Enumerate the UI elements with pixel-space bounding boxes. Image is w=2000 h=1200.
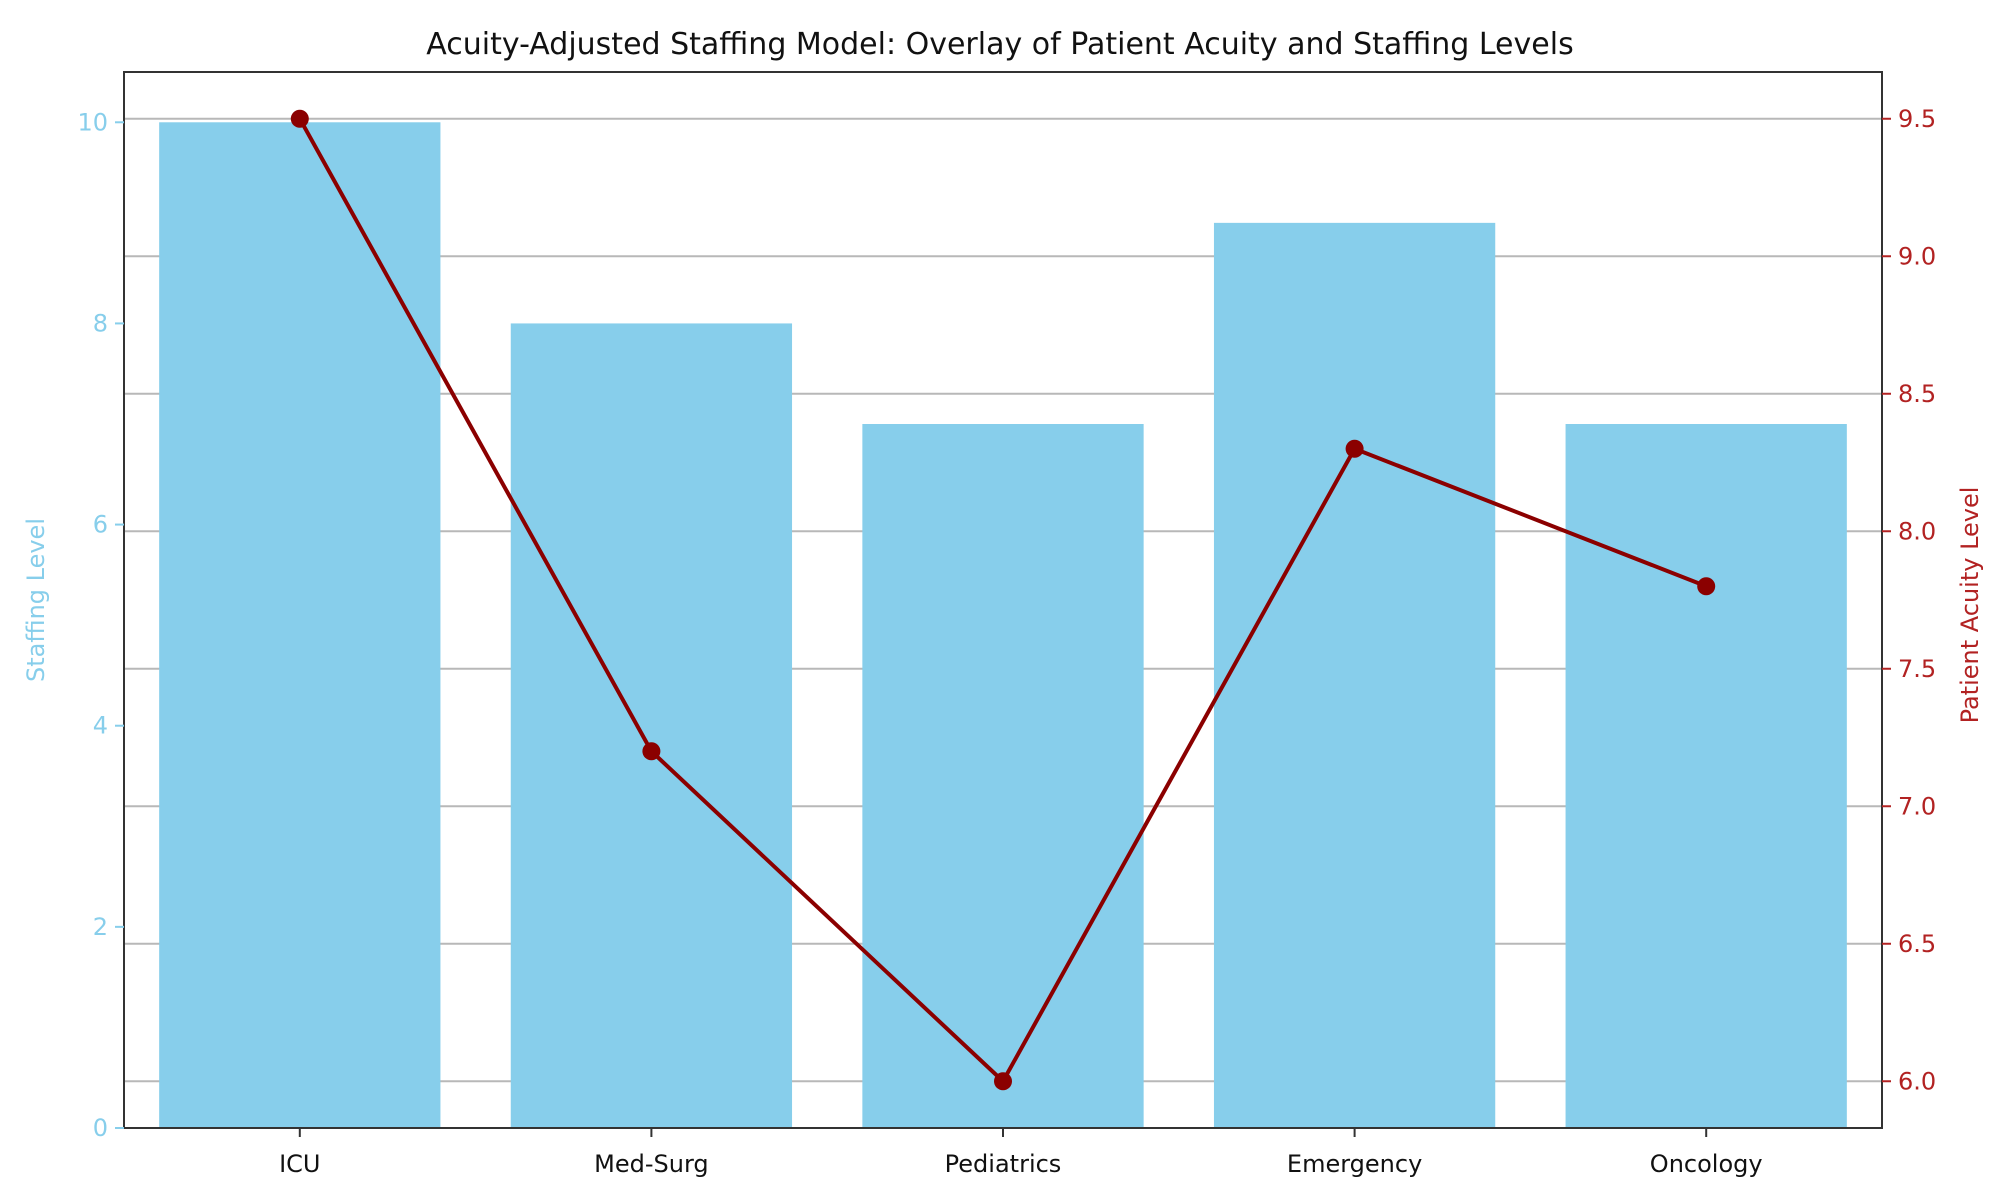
left-tick-label: 0 <box>93 1114 108 1142</box>
axes: 0 2 4 6 8 10 6.0 6.5 7.0 7.5 8.0 8.5 9.0 9.5 ICU Med-Su… <box>77 71 1936 1178</box>
right-tick-label: 7.5 <box>1898 655 1936 683</box>
left-tick-label: 10 <box>77 108 108 136</box>
bar-med-surg <box>510 323 793 1128</box>
left-tick-label: 2 <box>93 913 108 941</box>
left-tick-label: 6 <box>93 511 108 539</box>
right-tick-label: 8.0 <box>1898 517 1936 545</box>
right-tick-label: 6.5 <box>1898 930 1936 958</box>
acuity-point-emergency <box>1345 439 1364 458</box>
acuity-point-oncology <box>1697 577 1716 596</box>
acuity-point-pediatrics <box>994 1072 1012 1091</box>
x-tick-label: Pediatrics <box>945 1150 1062 1178</box>
right-tick-label: 8.5 <box>1898 380 1936 408</box>
left-tick-label: 4 <box>93 712 108 740</box>
right-tick-label: 9.0 <box>1898 242 1936 270</box>
bar-oncology <box>1565 424 1847 1128</box>
bar-icu <box>159 122 441 1129</box>
x-tick-label: Emergency <box>1287 1150 1422 1178</box>
right-tick-label: 7.0 <box>1898 792 1936 820</box>
left-axis-label: Staffing Level <box>22 518 50 682</box>
right-tick-label: 6.0 <box>1898 1067 1936 1095</box>
x-tick-label: ICU <box>279 1150 320 1178</box>
right-tick-label: 9.5 <box>1898 105 1936 133</box>
bar-series <box>159 122 1847 1129</box>
line-series <box>290 109 1716 1091</box>
bar-emergency <box>1213 222 1496 1128</box>
left-tick-label: 8 <box>93 309 108 337</box>
x-tick-label: Oncology <box>1650 1150 1763 1178</box>
chart-title: Acuity-Adjusted Staffing Model: Overlay … <box>426 27 1573 62</box>
acuity-point-icu <box>290 109 309 128</box>
bar-pediatrics <box>862 424 1144 1128</box>
right-axis-label: Patient Acuity Level <box>1956 487 1984 724</box>
acuity-point-med-surg <box>642 742 661 761</box>
x-tick-label: Med-Surg <box>594 1150 709 1178</box>
